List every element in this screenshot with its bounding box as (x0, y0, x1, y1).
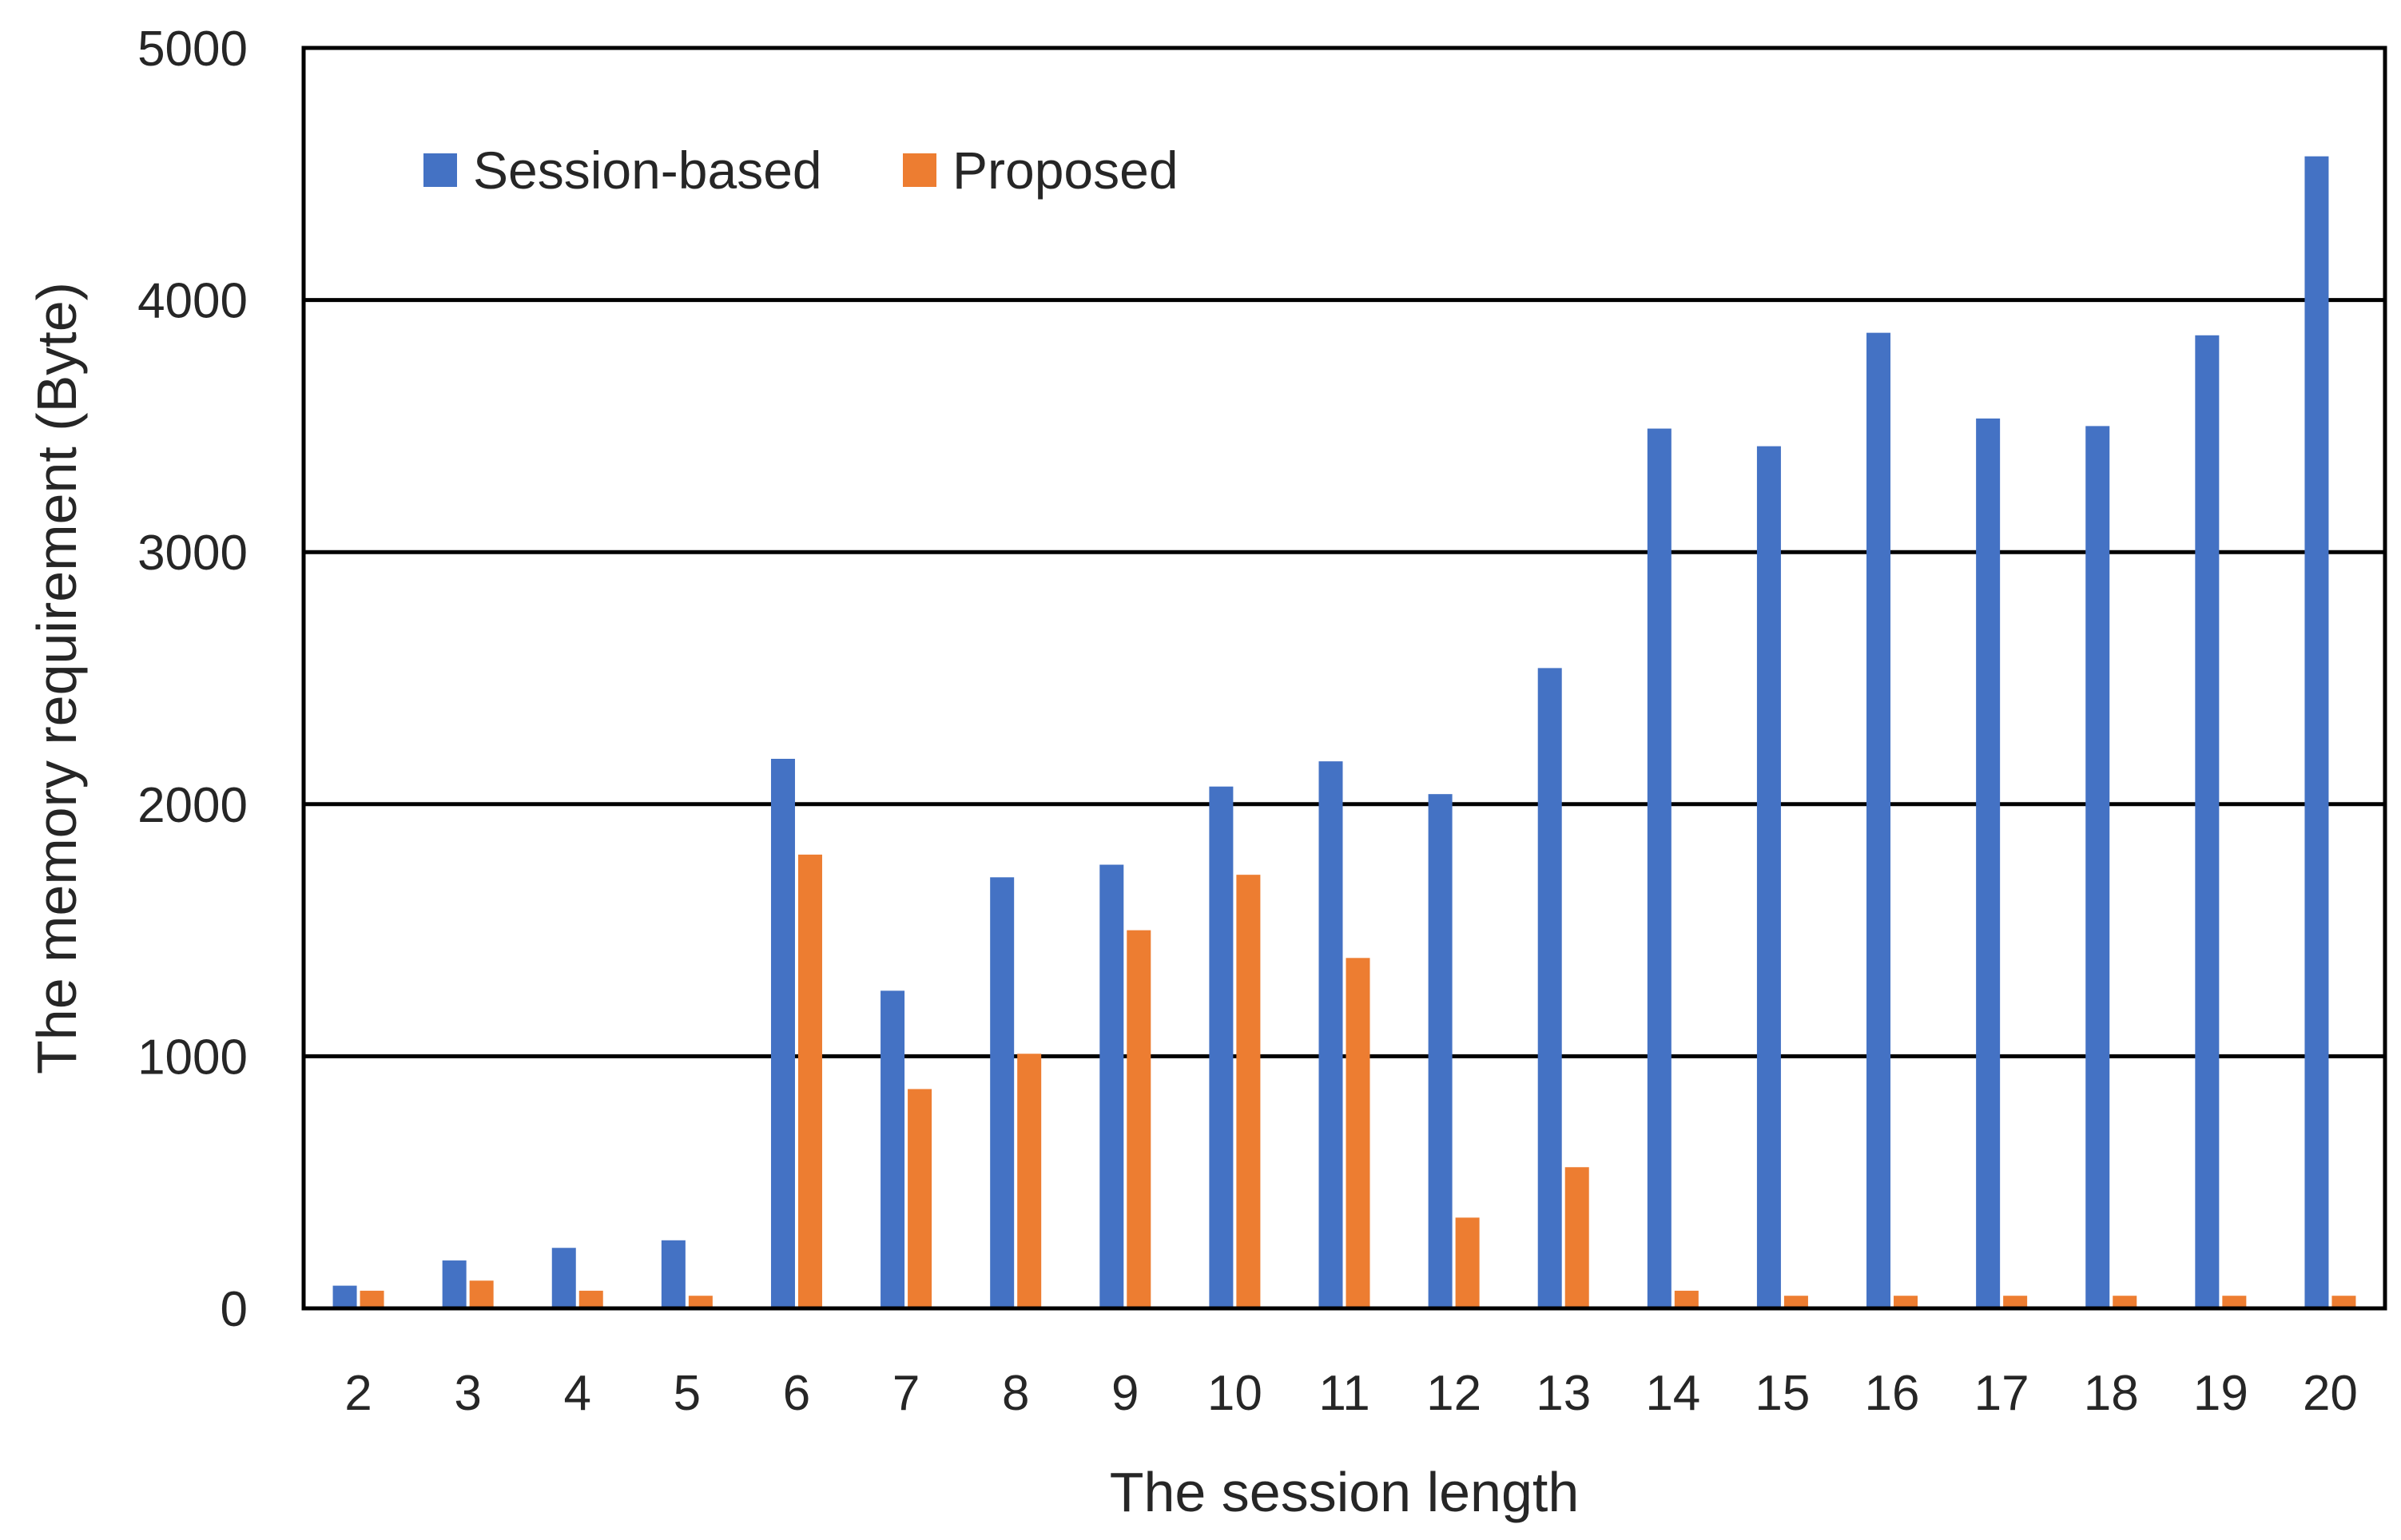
bar-session-based-3 (442, 1260, 467, 1308)
y-tick-label: 5000 (137, 22, 248, 77)
y-tick-labels: 0 1000 2000 3000 4000 5000 (137, 22, 248, 1337)
x-tick-label: 9 (1111, 1366, 1139, 1421)
bar-session-based-13 (1537, 668, 1562, 1308)
bar-proposed-11 (1346, 958, 1370, 1308)
bar-session-based-19 (2195, 335, 2220, 1309)
bar-proposed-18 (2113, 1296, 2137, 1308)
x-axis-title: The session length (1110, 1461, 1580, 1523)
x-tick-label: 7 (892, 1366, 920, 1421)
x-tick-label: 10 (1207, 1366, 1262, 1421)
x-tick-label: 13 (1536, 1366, 1591, 1421)
bar-session-based-5 (661, 1240, 686, 1308)
x-tick-label: 4 (564, 1366, 591, 1421)
x-tick-label: 6 (783, 1366, 810, 1421)
bar-session-based-16 (1866, 332, 1891, 1309)
bar-session-based-4 (551, 1248, 576, 1308)
bar-proposed-6 (797, 854, 822, 1308)
legend-label-session-based: Session-based (473, 141, 822, 200)
x-tick-label: 15 (1755, 1366, 1810, 1421)
bar-proposed-14 (1674, 1290, 1699, 1308)
bar-session-based-18 (2085, 426, 2110, 1308)
x-tick-label: 3 (454, 1366, 481, 1421)
bar-session-based-15 (1756, 446, 1781, 1309)
x-tick-label: 19 (2193, 1366, 2248, 1421)
bar-session-based-10 (1209, 786, 1234, 1308)
bar-proposed-17 (2003, 1296, 2028, 1308)
x-tick-label: 2 (344, 1366, 372, 1421)
bar-proposed-12 (1455, 1217, 1480, 1308)
x-tick-labels: 2 3 4 5 6 7 8 9 10 11 12 13 14 15 16 17 18 19 20 (344, 1366, 2358, 1421)
bar-proposed-2 (360, 1290, 384, 1308)
bar-proposed-5 (688, 1296, 713, 1308)
x-tick-label: 12 (1426, 1366, 1481, 1421)
bar-session-based-2 (332, 1285, 357, 1308)
y-tick-label: 3000 (137, 526, 248, 581)
x-tick-label: 5 (674, 1366, 701, 1421)
bar-session-based-6 (770, 758, 795, 1308)
legend: Session-based Proposed (423, 141, 1179, 200)
bar-session-based-7 (880, 990, 905, 1308)
legend-label-proposed: Proposed (952, 141, 1179, 200)
x-tick-label: 16 (1865, 1366, 1920, 1421)
legend-swatch-proposed (903, 153, 936, 187)
x-tick-label: 14 (1645, 1366, 1700, 1421)
bar-proposed-3 (469, 1280, 494, 1308)
y-tick-label: 4000 (137, 274, 248, 329)
x-tick-label: 18 (2084, 1366, 2139, 1421)
x-tick-label: 8 (1002, 1366, 1029, 1421)
bar-proposed-19 (2222, 1296, 2247, 1308)
x-tick-label: 20 (2303, 1366, 2358, 1421)
x-tick-label: 17 (1974, 1366, 2029, 1421)
bar-session-based-20 (2304, 156, 2329, 1308)
y-tick-label: 1000 (137, 1030, 248, 1085)
bar-session-based-12 (1428, 794, 1453, 1308)
bar-session-based-8 (990, 877, 1015, 1308)
gridlines (304, 298, 2385, 1058)
bar-session-based-14 (1647, 428, 1672, 1308)
bar-proposed-8 (1017, 1054, 1042, 1308)
bar-proposed-16 (1894, 1296, 1918, 1308)
y-tick-label: 0 (221, 1282, 248, 1337)
bar-proposed-9 (1127, 930, 1151, 1308)
x-tick-label: 11 (1318, 1366, 1369, 1421)
bar-proposed-4 (578, 1290, 603, 1308)
bar-proposed-20 (2331, 1296, 2356, 1308)
y-tick-label: 2000 (137, 778, 248, 833)
bar-proposed-15 (1783, 1296, 1808, 1308)
bar-session-based-17 (1976, 418, 2001, 1308)
bar-session-based-11 (1318, 761, 1343, 1308)
bar-proposed-7 (908, 1089, 932, 1308)
bar-session-based-9 (1099, 864, 1124, 1308)
plot-frame (301, 46, 2387, 1311)
bar-proposed-13 (1564, 1167, 1589, 1308)
bar-proposed-10 (1236, 875, 1261, 1308)
bars (332, 156, 2356, 1309)
y-axis-title: The memory requirement (Byte) (26, 282, 88, 1074)
legend-swatch-session-based (423, 153, 457, 187)
